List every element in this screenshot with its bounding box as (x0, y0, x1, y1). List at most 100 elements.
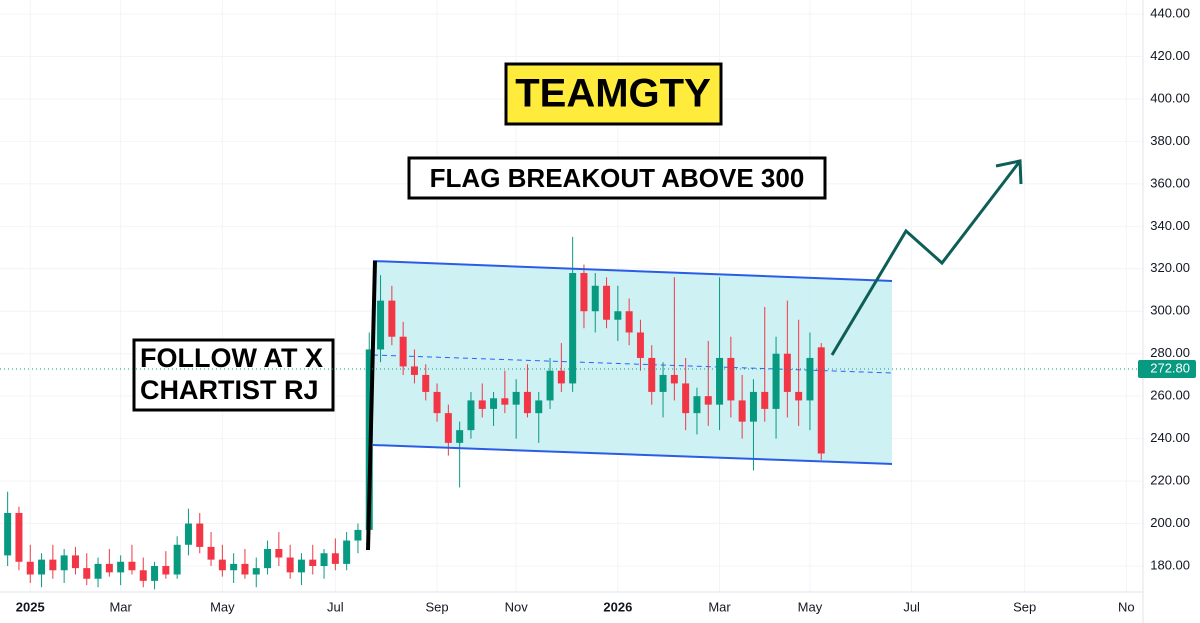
candle-body (433, 391, 441, 414)
candle-body (501, 398, 509, 405)
candle-body (264, 549, 272, 569)
candle-body (184, 523, 192, 545)
candle-body (252, 568, 260, 575)
brand-text: TEAMGTY (515, 72, 711, 116)
candle-body (207, 546, 215, 560)
credit-line: CHARTIST RJ (140, 375, 319, 405)
axes: 180.00 200.00 220.00 240.00 260.00 280.00 300.… (0, 5, 1196, 614)
candle-body (795, 391, 803, 401)
y-tick-label: 260.00 (1150, 388, 1190, 403)
x-tick-label: Jul (327, 599, 344, 614)
y-tick-label: 400.00 (1150, 90, 1190, 105)
candle-body (117, 561, 125, 573)
candle-body (83, 568, 91, 579)
x-tick-label: Nov (505, 599, 529, 614)
candle-body (15, 512, 23, 562)
candle-body (105, 563, 113, 573)
x-tick-label: Mar (708, 599, 731, 614)
candle-body (26, 561, 34, 575)
candle-body (614, 311, 622, 320)
candle-body (456, 430, 464, 443)
candle-body (4, 512, 12, 556)
y-tick-label: 440.00 (1150, 5, 1190, 20)
candle-body (490, 398, 498, 409)
y-tick-label: 320.00 (1150, 260, 1190, 275)
candle-body (377, 300, 385, 350)
last-price-tag (1138, 359, 1196, 378)
candle-body (716, 357, 724, 405)
candle-body (806, 357, 814, 401)
candle-body (772, 353, 780, 409)
channel-upper (372, 260, 893, 282)
x-tick-label: Jul (903, 599, 920, 614)
y-tick-label: 280.00 (1150, 345, 1190, 360)
y-tick-label: 300.00 (1150, 303, 1190, 318)
candle-body (275, 549, 283, 558)
candle-body (738, 400, 746, 422)
x-tick-label: No (1118, 599, 1135, 614)
candle-body (591, 285, 599, 312)
y-tick-label: 200.00 (1150, 515, 1190, 530)
candle-body (173, 544, 181, 575)
arrow-head (995, 159, 1023, 185)
candle-body (151, 566, 159, 581)
candle-body (94, 563, 102, 579)
projection-arrow (830, 160, 1022, 356)
x-tick-label: 2026 (603, 599, 632, 614)
y-tick-label: 240.00 (1150, 430, 1190, 445)
candle-body (286, 557, 294, 573)
x-tick-label: 2025 (16, 599, 45, 614)
candle-body (693, 396, 701, 414)
candle-body (139, 570, 147, 581)
candle-body (535, 400, 543, 414)
candle-body (399, 336, 407, 367)
candle-body (523, 391, 531, 414)
headline-box (407, 156, 827, 200)
candle-body (682, 383, 690, 414)
flag-channel (373, 261, 892, 464)
candle-body (444, 413, 452, 443)
credit-box (132, 338, 335, 412)
candle-body (704, 396, 712, 405)
candle-body (196, 523, 204, 547)
candle-body (410, 366, 418, 375)
last-price-label: 272.80 (1150, 360, 1190, 375)
candle-body (309, 559, 317, 567)
candle-body (241, 563, 249, 575)
candle-body (603, 285, 611, 320)
y-tick-label: 420.00 (1150, 48, 1190, 63)
y-tick-label: 380.00 (1150, 133, 1190, 148)
candle-body (636, 332, 644, 358)
channel-midline (372, 354, 893, 374)
candle-body (354, 529, 362, 541)
candle-body (388, 300, 396, 337)
brand-box (504, 62, 723, 126)
candle-body (422, 374, 430, 392)
y-tick-label: 220.00 (1150, 473, 1190, 488)
candle-body (478, 400, 486, 409)
candle-body (580, 273, 588, 312)
candle-body (659, 374, 667, 392)
candle-body (546, 370, 554, 401)
candle-body (218, 559, 226, 571)
candle-body (727, 357, 735, 401)
x-tick-label: Sep (425, 599, 448, 614)
candle-body (162, 566, 170, 575)
candle-body (331, 553, 339, 564)
y-tick-label: 340.00 (1150, 218, 1190, 233)
x-tick-label: May (798, 599, 823, 614)
candle-body (320, 553, 328, 567)
candle-body (49, 559, 57, 571)
flag-pole (366, 260, 377, 551)
headline-text: FLAG BREAKOUT ABOVE 300 (430, 163, 805, 193)
y-tick-label: 180.00 (1150, 557, 1190, 572)
candle-body (761, 391, 769, 409)
candle-body (467, 400, 475, 431)
y-tick-label: 360.00 (1150, 175, 1190, 190)
x-tick-label: Sep (1013, 599, 1036, 614)
credit-line: FOLLOW AT X (140, 343, 323, 373)
candle-body (569, 273, 577, 384)
channel-lower (372, 444, 893, 465)
candle-body (512, 391, 520, 405)
